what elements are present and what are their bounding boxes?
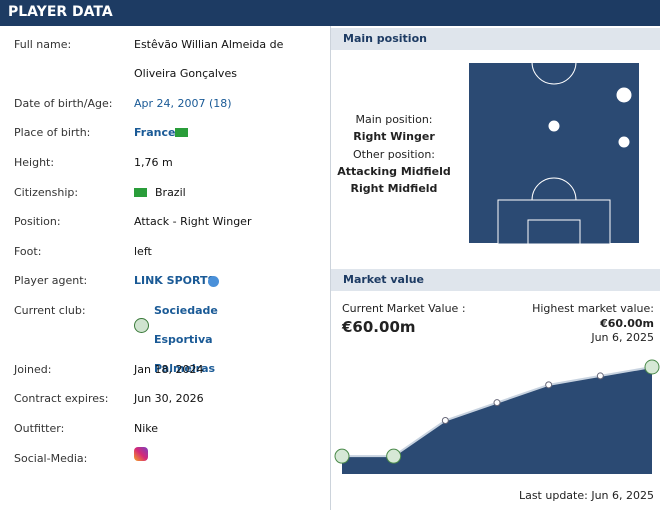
label: Social-Media: (14, 452, 88, 465)
label: Place of birth: (14, 126, 91, 139)
value: left (134, 245, 152, 258)
club-logo (134, 318, 149, 333)
label: Current club: (14, 304, 86, 317)
value: Estêvão Willian Almeida de Oliveira Gonç… (134, 38, 284, 80)
label: Player agent: (14, 274, 88, 287)
flag (175, 128, 188, 137)
current-label: Current Market Value : (342, 302, 466, 315)
highest-label: Highest market value: (532, 302, 654, 315)
point (545, 381, 553, 389)
divider (330, 26, 331, 510)
point (441, 417, 449, 424)
point (493, 399, 501, 407)
label: Date of birth/Age: (14, 97, 113, 110)
section-title: Market value (331, 269, 660, 291)
position-label: Main position: (355, 113, 433, 126)
value: Attack - Right Winger (134, 215, 252, 228)
value[interactable]: Sociedade Esportiva Palmeiras (154, 304, 218, 375)
value[interactable]: Apr 24, 2007 (18) (134, 97, 232, 110)
verified-icon (208, 276, 219, 287)
last-update: Last update: Jun 6, 2025 (518, 489, 654, 502)
label: Citizenship: (14, 186, 79, 199)
value: Jun 30, 2026 (134, 392, 204, 405)
point (334, 448, 350, 464)
highest-value: €60.00m (600, 317, 654, 330)
header-title: PLAYER DATA (8, 4, 113, 20)
label: Foot: (14, 245, 42, 258)
label: Outfitter: (14, 422, 65, 435)
section-title: Main position (331, 28, 660, 50)
label: Full name: (14, 38, 72, 51)
value[interactable]: France (134, 126, 176, 139)
area (342, 367, 652, 474)
position: Attacking Midfield (337, 165, 451, 178)
header-bar (0, 0, 660, 26)
value: 1,76 m (134, 156, 173, 169)
label: Position: (14, 215, 61, 228)
point (386, 448, 402, 464)
pitch (467, 61, 641, 245)
value: Nike (134, 422, 159, 435)
highest-date: Jun 6, 2025 (591, 331, 654, 344)
position: Right Winger (353, 130, 435, 143)
label: Joined: (14, 363, 52, 376)
point (596, 372, 604, 380)
instagram-icon[interactable] (134, 447, 148, 461)
value: Brazil (155, 186, 186, 199)
point (644, 359, 660, 375)
value: Jan 18, 2024 (134, 363, 204, 376)
value[interactable]: LINK SPORTS (134, 274, 216, 287)
current-value: €60.00m (342, 318, 416, 336)
market-value-chart (334, 359, 660, 474)
label: Contract expires: (14, 392, 109, 405)
label: Height: (14, 156, 55, 169)
position: Right Midfield (350, 182, 438, 195)
position-label: Other position: (352, 148, 435, 161)
flag (134, 188, 147, 197)
